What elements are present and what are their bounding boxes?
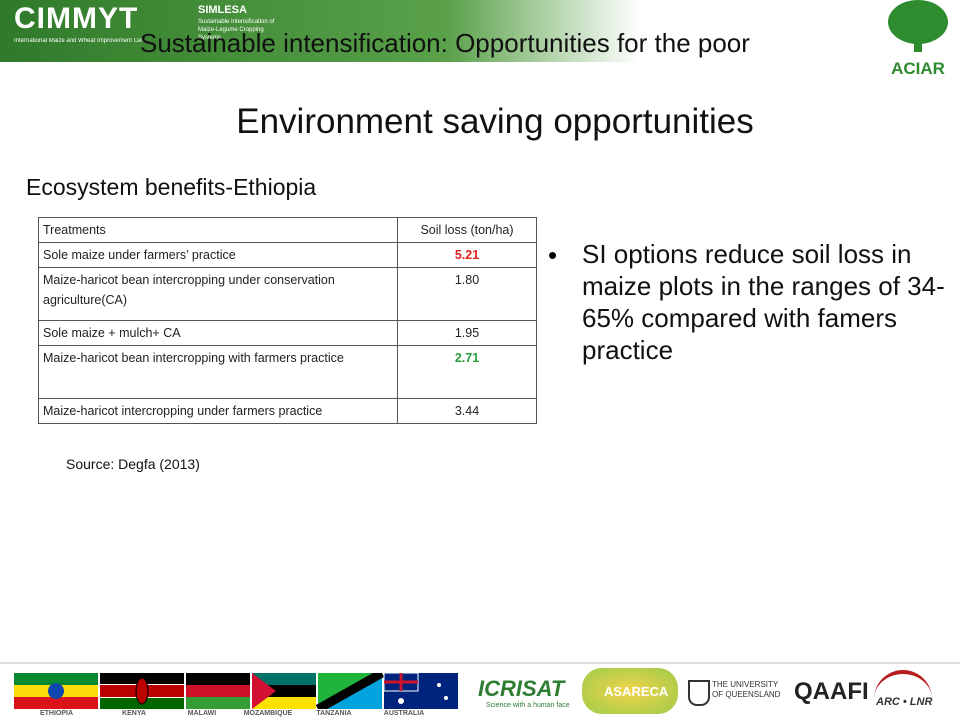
flag-mozambique <box>252 673 316 709</box>
flag-kenya <box>100 673 184 709</box>
aciar-logo: ACIAR <box>888 0 948 78</box>
country-label: ETHIOPIA <box>39 710 74 717</box>
cimmyt-logo: CIMMYT <box>14 2 139 35</box>
column-header: Soil loss (ton/ha) <box>397 217 537 243</box>
soil-loss: 1.80 <box>397 267 537 321</box>
country-label: TANZANIA <box>316 710 352 717</box>
country-labels: ETHIOPIA KENYA MALAWI MOZAMBIQUE TANZANI… <box>14 710 441 717</box>
header-band <box>0 0 640 62</box>
aciar-trunk <box>914 38 922 52</box>
treatment: Sole maize under farmers’ practice <box>38 242 398 268</box>
treatment: Maize-haricot intercropping under farmer… <box>38 398 398 424</box>
bullet-text: SI options reduce soil loss in maize plo… <box>582 239 945 365</box>
country-label: AUSTRALIA <box>383 710 425 717</box>
country-label: MOZAMBIQUE <box>243 710 293 717</box>
soil-loss: 1.95 <box>397 320 537 346</box>
flag-ethiopia <box>14 673 98 709</box>
soil-loss-table: Treatments Soil loss (ton/ha) Sole maize … <box>38 217 537 424</box>
aciar-label: ACIAR <box>891 59 945 78</box>
icrisat-tagline: Science with a human face <box>486 702 570 709</box>
qaafi-logo: QAAFI <box>794 678 869 705</box>
aciar-tree <box>888 0 948 44</box>
slide-title: Sustainable intensification: Opportuniti… <box>140 28 750 58</box>
country-label: KENYA <box>122 710 146 717</box>
soil-loss: 3.44 <box>397 398 537 424</box>
flag-malawi <box>186 673 250 709</box>
flags <box>14 673 458 709</box>
soil-loss: 2.71 <box>397 345 537 399</box>
cimmyt-subtitle: International Maize and Wheat Improvemen… <box>14 38 144 44</box>
column-header: Treatments <box>38 217 398 243</box>
uq-crest <box>688 680 710 706</box>
asareca-logo <box>582 668 678 714</box>
uq-label: THE UNIVERSITY OF QUEENSLAND <box>712 680 781 699</box>
simlesa-logo: SIMLESA <box>198 4 247 16</box>
country-label: MALAWI <box>187 710 217 717</box>
bullet-dot: • <box>548 240 558 270</box>
footer-rule <box>0 662 960 664</box>
treatment: Maize-haricot bean intercropping under c… <box>38 267 398 321</box>
treatment: Maize-haricot bean intercropping with fa… <box>38 345 398 399</box>
flag-australia <box>383 673 458 709</box>
asareca-label: ASARECA <box>604 684 669 699</box>
arc-label: ARC • LNR <box>876 696 933 708</box>
subheading: Ecosystem benefits-Ethiopia <box>26 174 317 200</box>
arc-logo <box>874 670 932 700</box>
treatment: Sole maize + mulch+ CA <box>38 320 398 346</box>
source: Source: Degfa (2013) <box>66 456 200 472</box>
heading: Environment saving opportunities <box>236 102 754 141</box>
icrisat-logo: ICRISAT <box>478 676 565 701</box>
simlesa-subtitle: Sustainable Intensification of Maize-Leg… <box>198 19 275 41</box>
flag-tanzania <box>315 673 385 709</box>
soil-loss: 5.21 <box>397 242 537 268</box>
